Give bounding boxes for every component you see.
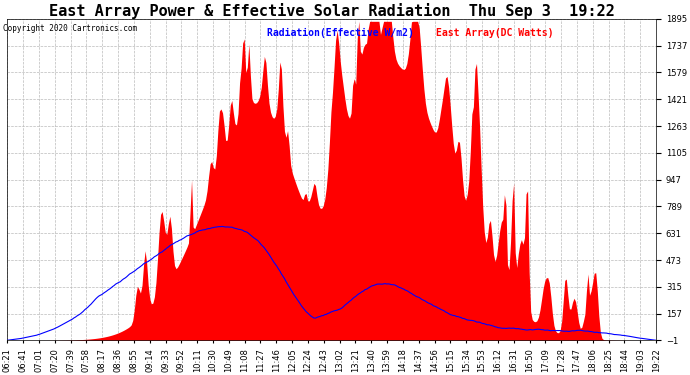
Text: East Array(DC Watts): East Array(DC Watts) (435, 28, 553, 38)
Text: Copyright 2020 Cartronics.com: Copyright 2020 Cartronics.com (3, 24, 137, 33)
Title: East Array Power & Effective Solar Radiation  Thu Sep 3  19:22: East Array Power & Effective Solar Radia… (49, 3, 615, 19)
Text: Radiation(Effective W/m2): Radiation(Effective W/m2) (267, 28, 414, 39)
